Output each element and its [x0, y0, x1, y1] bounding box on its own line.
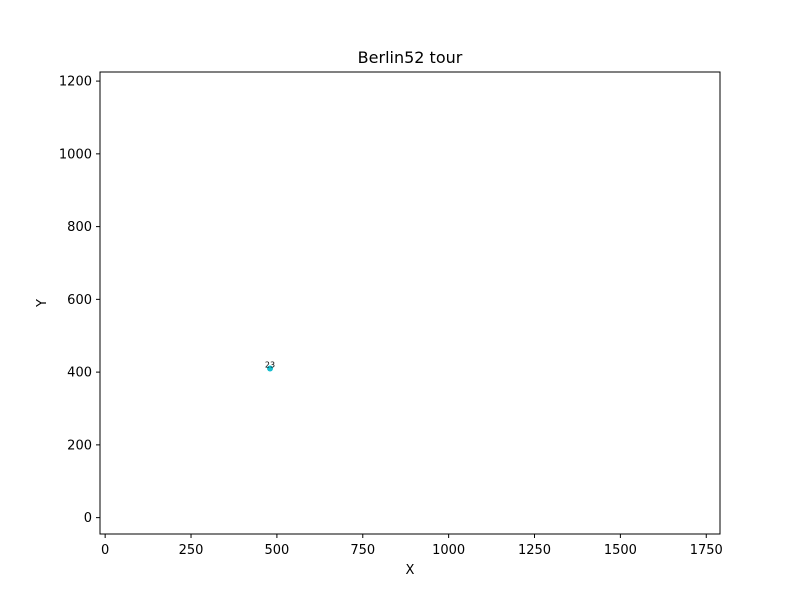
x-tick-label: 750: [350, 543, 375, 558]
x-axis-title: X: [406, 563, 415, 578]
y-tick-label: 1000: [59, 147, 92, 162]
x-tick-label: 1750: [690, 543, 723, 558]
y-tick-label: 1200: [59, 75, 92, 90]
y-tick-label: 400: [67, 366, 92, 381]
x-axis-ticks: 0 250 500 750 1000 1250 1500 1750: [101, 534, 723, 558]
y-tick-label: 200: [67, 438, 92, 453]
y-axis-title: Y: [35, 299, 50, 308]
y-axis-ticks: 0 200 400 600 800 1000 1200: [59, 75, 100, 526]
y-tick-label: 800: [67, 220, 92, 235]
x-tick-label: 500: [264, 543, 289, 558]
x-tick-label: 1500: [604, 543, 637, 558]
tour-point: [267, 365, 274, 372]
data-points: 23: [265, 360, 275, 372]
chart-title: Berlin52 tour: [358, 48, 463, 67]
point-label: 23: [265, 360, 275, 369]
y-tick-label: 0: [84, 511, 92, 526]
x-tick-label: 1000: [432, 543, 465, 558]
x-tick-label: 250: [179, 543, 204, 558]
y-tick-label: 600: [67, 293, 92, 308]
plot-frame: [99, 71, 721, 535]
x-tick-label: 0: [101, 543, 109, 558]
x-tick-label: 1250: [518, 543, 551, 558]
